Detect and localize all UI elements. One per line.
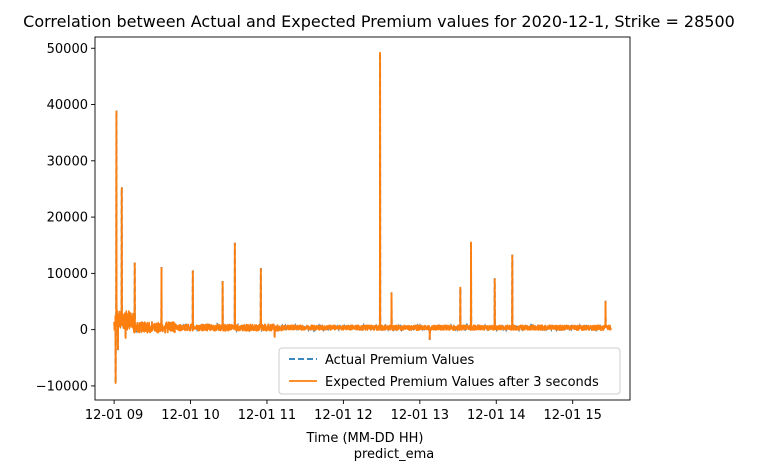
y-tick-label: 40000 <box>47 98 88 113</box>
x-tick-label: 12-01 11 <box>238 408 296 423</box>
series-line-expected <box>113 52 612 384</box>
x-tick-label: 12-01 14 <box>467 408 525 423</box>
series-line-actual <box>113 52 612 384</box>
x-axis-label: Time (MM-DD HH) <box>306 431 424 446</box>
y-tick-label: 10000 <box>47 267 88 282</box>
plot-frame <box>94 36 631 401</box>
x-tick-label: 12-01 13 <box>391 408 449 423</box>
legend-label-expected: Expected Premium Values after 3 seconds <box>325 375 599 390</box>
x-axis: 12-01 09 12-01 10 12-01 11 12-01 12 12-01 13… <box>85 400 602 423</box>
x-axis-sublabel: predict_ema <box>354 447 435 462</box>
legend: Actual Premium Values Expected Premium V… <box>278 347 621 395</box>
x-tick-label: 12-01 12 <box>314 408 372 423</box>
chart-title: Correlation between Actual and Expected … <box>23 12 735 31</box>
y-tick-label: 50000 <box>47 42 88 57</box>
y-tick-label: 0 <box>80 323 88 338</box>
y-tick-label: −10000 <box>36 379 88 394</box>
x-tick-label: 12-01 09 <box>85 408 143 423</box>
legend-frame <box>278 347 621 395</box>
x-tick-label: 12-01 10 <box>161 408 219 423</box>
y-axis: −10000 0 10000 20000 30000 40000 50000 <box>36 42 95 394</box>
y-tick-label: 30000 <box>47 154 88 169</box>
x-tick-label: 12-01 15 <box>543 408 601 423</box>
series-layer <box>113 52 612 384</box>
legend-label-actual: Actual Premium Values <box>325 353 475 368</box>
y-tick-label: 20000 <box>47 211 88 226</box>
